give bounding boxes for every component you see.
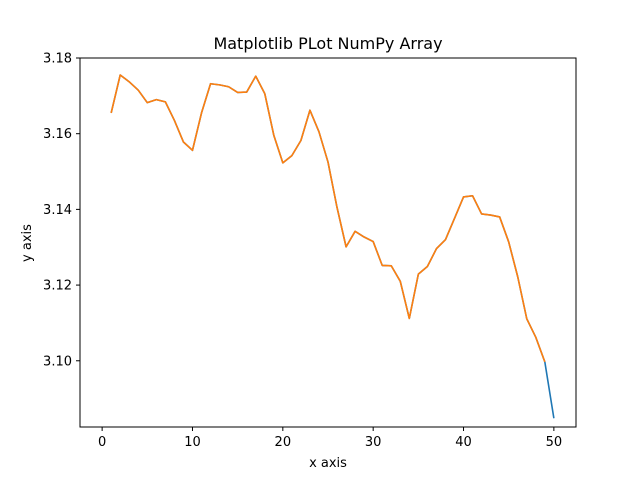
x-axis: 0 10 20 30 40 50 (98, 427, 562, 450)
chart-title: Matplotlib PLot NumPy Array (213, 34, 442, 53)
x-tick-label: 0 (98, 435, 106, 450)
plot-frame (79, 57, 577, 428)
y-tick-label: 3.10 (43, 354, 72, 369)
y-tick-label: 3.18 (43, 52, 72, 67)
x-tick-label: 30 (365, 435, 382, 450)
x-tick-label: 50 (546, 435, 563, 450)
series-layer (110, 74, 555, 419)
y-tick-label: 3.12 (43, 279, 72, 294)
series-line-2 (110, 74, 546, 363)
x-tick-label: 10 (184, 435, 201, 450)
y-axis: 3.10 3.12 3.14 3.16 3.18 (43, 52, 80, 369)
y-tick-label: 3.16 (43, 127, 72, 142)
x-tick-label: 40 (455, 435, 472, 450)
x-axis-label: x axis (309, 456, 347, 471)
y-axis-label: y axis (20, 224, 35, 262)
x-tick-label: 20 (275, 435, 292, 450)
y-tick-label: 3.14 (43, 203, 72, 218)
